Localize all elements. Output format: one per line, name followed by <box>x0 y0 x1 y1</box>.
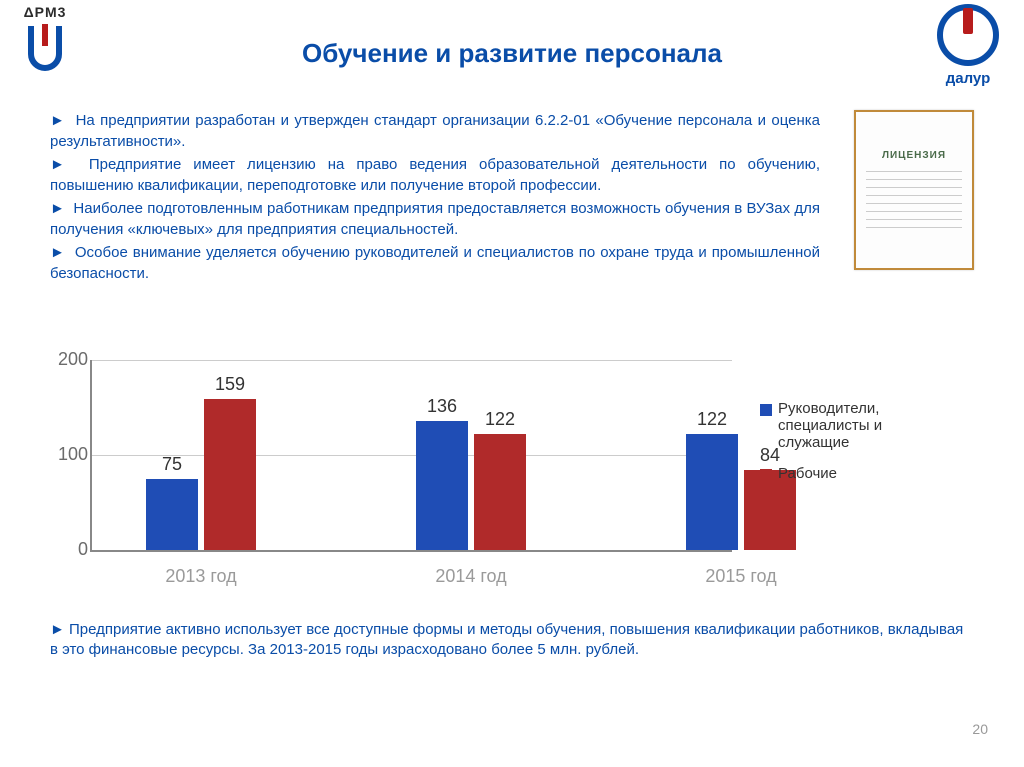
bullet-1-text: На предприятии разработан и утвержден ст… <box>50 112 820 150</box>
bar-value-label: 122 <box>682 409 742 430</box>
y-tick-label: 0 <box>52 539 88 560</box>
bar-value-label: 75 <box>142 454 202 475</box>
legend-item: Рабочие <box>760 465 940 482</box>
legend-swatch-icon <box>760 469 772 481</box>
bar-value-label: 136 <box>412 396 472 417</box>
logo-right-text: далур <box>928 70 1008 87</box>
chart-bar <box>146 479 198 550</box>
chart-bar <box>474 434 526 550</box>
legend-swatch-icon <box>760 404 772 416</box>
page-number: 20 <box>972 721 988 737</box>
x-category-label: 2013 год <box>136 566 266 587</box>
bar-value-label: 159 <box>200 374 260 395</box>
page-title: Обучение и развитие персонала <box>0 38 1024 69</box>
bar-value-label: 122 <box>470 409 530 430</box>
y-tick-label: 200 <box>52 349 88 370</box>
x-category-label: 2015 год <box>676 566 806 587</box>
footer-text: ► Предприятие активно использует все дос… <box>50 620 970 659</box>
chart-legend: Руководители, специалисты и служащие Рабо… <box>760 400 940 496</box>
legend-label: Руководители, специалисты и служащие <box>778 400 940 451</box>
license-title: ЛИЦЕНЗИЯ <box>864 150 964 161</box>
logo-left-text: ΔPM3 <box>10 4 80 20</box>
body-text-block: ► На предприятии разработан и утвержден … <box>50 110 820 286</box>
legend-label: Рабочие <box>778 465 837 482</box>
bullet-2-text: Предприятие имеет лицензию на право веде… <box>50 156 820 194</box>
training-chart: 0100200751592013 год1361222014 год122842… <box>80 350 940 610</box>
bullet-1: ► На предприятии разработан и утвержден … <box>50 110 820 152</box>
chart-bar <box>204 399 256 550</box>
bullet-3: ► Наиболее подготовленным работникам пре… <box>50 198 820 240</box>
x-category-label: 2014 год <box>406 566 536 587</box>
bullet-3-text: Наиболее подготовленным работникам предп… <box>50 200 820 238</box>
legend-item: Руководители, специалисты и служащие <box>760 400 940 451</box>
y-tick-label: 100 <box>52 444 88 465</box>
chart-bar <box>416 421 468 550</box>
bullet-4: ► Особое внимание уделяется обучению рук… <box>50 242 820 284</box>
bullet-2: ► Предприятие имеет лицензию на право ве… <box>50 154 820 196</box>
bullet-4-text: Особое внимание уделяется обучению руков… <box>50 244 820 282</box>
license-card: ЛИЦЕНЗИЯ <box>854 110 974 270</box>
chart-plot-area: 0100200751592013 год1361222014 год122842… <box>90 360 732 552</box>
chart-bar <box>686 434 738 550</box>
